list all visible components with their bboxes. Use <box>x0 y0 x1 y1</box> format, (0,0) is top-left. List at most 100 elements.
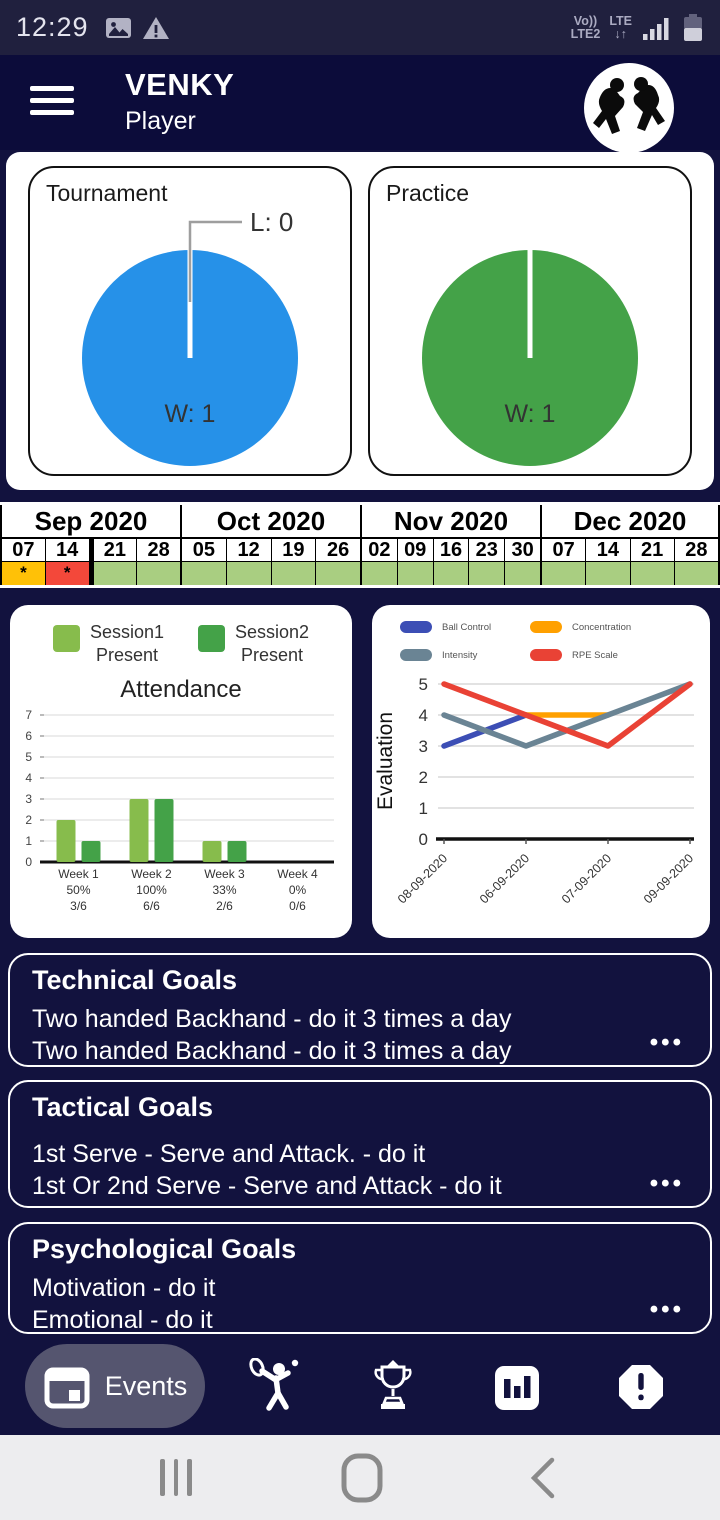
legend-item: Ball Control <box>400 621 530 633</box>
goal-item: Two handed Backhand - do it 3 times a da… <box>32 1036 512 1065</box>
home-button[interactable] <box>340 1452 384 1504</box>
calendar-cell-dec-07[interactable]: 07 <box>542 539 587 585</box>
loss-label: L: 0 <box>250 207 293 237</box>
calendar-status-cell <box>362 562 397 585</box>
calendar-date: 09 <box>397 539 433 562</box>
svg-text:1: 1 <box>419 799 428 818</box>
calendar-cell-nov-02[interactable]: 02 <box>362 539 398 585</box>
eval-line-rpe-scale <box>441 681 693 749</box>
attendance-chart-title: Attendance <box>120 676 242 703</box>
tennis-tab[interactable] <box>245 1357 301 1423</box>
calendar-status-cell <box>674 562 718 585</box>
bar-chart-icon <box>495 1366 539 1410</box>
calendar-cell-nov-09[interactable]: 09 <box>397 539 434 585</box>
calendar-status-cell <box>397 562 433 585</box>
image-notification-icon <box>105 17 131 38</box>
calendar-status-cell <box>182 562 226 585</box>
legend-label: Intensity <box>442 649 478 661</box>
calendar-cell-dec-21[interactable]: 21 <box>630 539 675 585</box>
legend-swatch <box>400 621 432 633</box>
recents-button[interactable] <box>160 1459 201 1496</box>
alerts-tab[interactable] <box>617 1363 665 1416</box>
calendar-month-label: Dec 2020 <box>542 505 718 539</box>
attendance-bar-week1-session2 <box>81 841 101 862</box>
calendar-date: 07 <box>2 539 45 562</box>
tactical-goals-card: Tactical Goals 1st Serve - Serve and Att… <box>8 1080 712 1208</box>
goal-item: Motivation - do it <box>32 1274 216 1302</box>
back-button[interactable] <box>524 1452 560 1504</box>
calendar-cell-sep-07[interactable]: 07 * <box>2 539 46 585</box>
calendar-date: 12 <box>226 539 271 562</box>
goal-item: 1st Or 2nd Serve - Serve and Attack - do… <box>32 1171 502 1200</box>
calendar-cell-nov-16[interactable]: 16 <box>433 539 470 585</box>
calendar-cell-oct-26[interactable]: 26 <box>316 539 360 585</box>
calendar-date: 21 <box>630 539 674 562</box>
attendance-x-label: Week 1 50% 3/6 <box>58 867 99 913</box>
calendar-cell-sep-21[interactable]: 21 <box>93 539 138 585</box>
tournament-card: Tournament L: 0 W: 1 <box>28 166 352 476</box>
evaluation-legend: Ball Control Concentration Intensity RPE Sc… <box>400 621 710 661</box>
practice-pie-chart: W: 1 <box>422 250 638 466</box>
calendar-month-sep: Sep 2020 07 * 14 * 21 28 <box>0 505 180 585</box>
legend-swatch <box>530 649 562 661</box>
volte-indicator: Vo)) LTE2 <box>570 13 601 41</box>
evaluation-line-chart: 0 1 2 3 4 5 08-09-2020 06-09-2020 07-09-2020 09-0… <box>374 675 696 906</box>
tactical-goals-more-button[interactable]: ••• <box>649 1170 684 1197</box>
calendar-date: 05 <box>182 539 226 562</box>
avatar[interactable] <box>584 63 674 153</box>
calendar-date: 07 <box>542 539 586 562</box>
back-chevron-icon <box>530 1457 555 1498</box>
tactical-goals-title: Tactical Goals <box>32 1092 214 1122</box>
menu-button[interactable] <box>30 86 74 115</box>
calendar-cell-oct-12[interactable]: 12 <box>226 539 272 585</box>
calendar-status-cell <box>469 562 505 585</box>
legend-swatch <box>530 621 562 633</box>
calendar-status-cell <box>542 562 586 585</box>
calendar-icon <box>44 1367 90 1409</box>
tournaments-tab[interactable] <box>368 1358 418 1423</box>
trophy-icon <box>374 1360 412 1409</box>
warning-notification-icon <box>142 16 169 39</box>
stats-tab[interactable] <box>494 1365 540 1416</box>
goal-item: 1st Serve - Serve and Attack. - do it <box>32 1140 426 1168</box>
evaluation-x-label: 08-09-2020 <box>395 851 450 906</box>
technical-goals-title: Technical Goals <box>32 965 238 995</box>
attendance-legend: Session1 Present Session2 Present <box>10 621 352 666</box>
svg-text:5: 5 <box>25 750 32 764</box>
psychological-goals-title: Psychological Goals <box>32 1234 297 1264</box>
legend-swatch <box>198 625 225 652</box>
technical-goals-more-button[interactable]: ••• <box>649 1029 684 1056</box>
status-bar: 12:29 Vo)) LTE2 LTE ↓↑ <box>0 0 720 55</box>
svg-text:0: 0 <box>25 855 32 869</box>
legend-label: RPE Scale <box>572 649 618 661</box>
calendar-cell-dec-28[interactable]: 28 <box>674 539 718 585</box>
calendar-cell-oct-05[interactable]: 05 <box>182 539 227 585</box>
calendar-status-cell <box>505 562 540 585</box>
bottom-navigation: Events <box>0 1340 720 1435</box>
calendar-cell-oct-19[interactable]: 19 <box>271 539 317 585</box>
schedule-calendar: Sep 2020 07 * 14 * 21 28 Oct 2020 05 12 19 26 Nov 20… <box>0 502 720 588</box>
page-subtitle: Player <box>125 107 196 135</box>
psychological-goals-more-button[interactable]: ••• <box>649 1296 684 1323</box>
attendance-bar-week2-session1 <box>129 799 149 862</box>
win-label: W: 1 <box>505 400 556 428</box>
events-tab[interactable]: Events <box>25 1344 205 1428</box>
calendar-cell-nov-30[interactable]: 30 <box>505 539 540 585</box>
svg-text:5: 5 <box>419 675 428 694</box>
calendar-status-cell <box>226 562 271 585</box>
calendar-date: 19 <box>271 539 316 562</box>
evaluation-x-label: 06-09-2020 <box>477 851 532 906</box>
calendar-cell-dec-14[interactable]: 14 <box>586 539 631 585</box>
calendar-cell-nov-23[interactable]: 23 <box>469 539 506 585</box>
practice-title: Practice <box>386 180 470 206</box>
calendar-cell-sep-28[interactable]: 28 <box>137 539 180 585</box>
attendance-bar-week3-session2 <box>227 841 247 862</box>
calendar-cell-sep-14[interactable]: 14 * <box>45 539 94 585</box>
attendance-x-label: Week 2 100% 6/6 <box>131 867 172 913</box>
events-tab-label: Events <box>104 1370 188 1401</box>
legend-item: Concentration <box>530 621 660 633</box>
goal-item: Emotional - do it <box>32 1305 213 1334</box>
calendar-date: 14 <box>586 539 630 562</box>
